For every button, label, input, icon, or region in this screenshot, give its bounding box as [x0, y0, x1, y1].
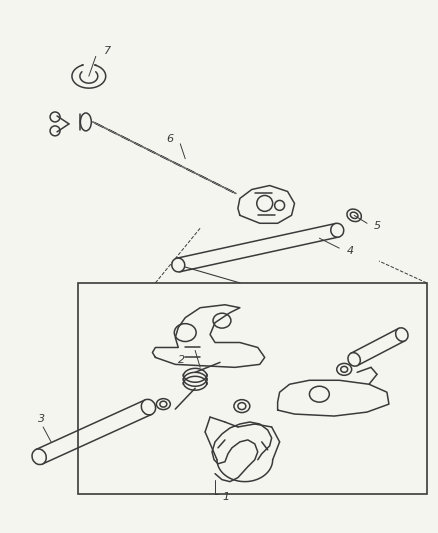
- Ellipse shape: [80, 113, 91, 131]
- Text: 3: 3: [38, 414, 45, 424]
- Text: 5: 5: [373, 221, 380, 231]
- Ellipse shape: [171, 258, 184, 272]
- Text: 2: 2: [178, 356, 185, 366]
- Ellipse shape: [395, 328, 407, 341]
- Text: 4: 4: [346, 246, 353, 256]
- Text: 1: 1: [222, 491, 229, 502]
- Ellipse shape: [330, 223, 343, 237]
- Text: 6: 6: [166, 134, 173, 144]
- Text: 7: 7: [103, 46, 111, 56]
- Ellipse shape: [32, 449, 46, 465]
- Bar: [78, 283, 426, 494]
- Ellipse shape: [347, 353, 360, 366]
- Ellipse shape: [141, 399, 155, 415]
